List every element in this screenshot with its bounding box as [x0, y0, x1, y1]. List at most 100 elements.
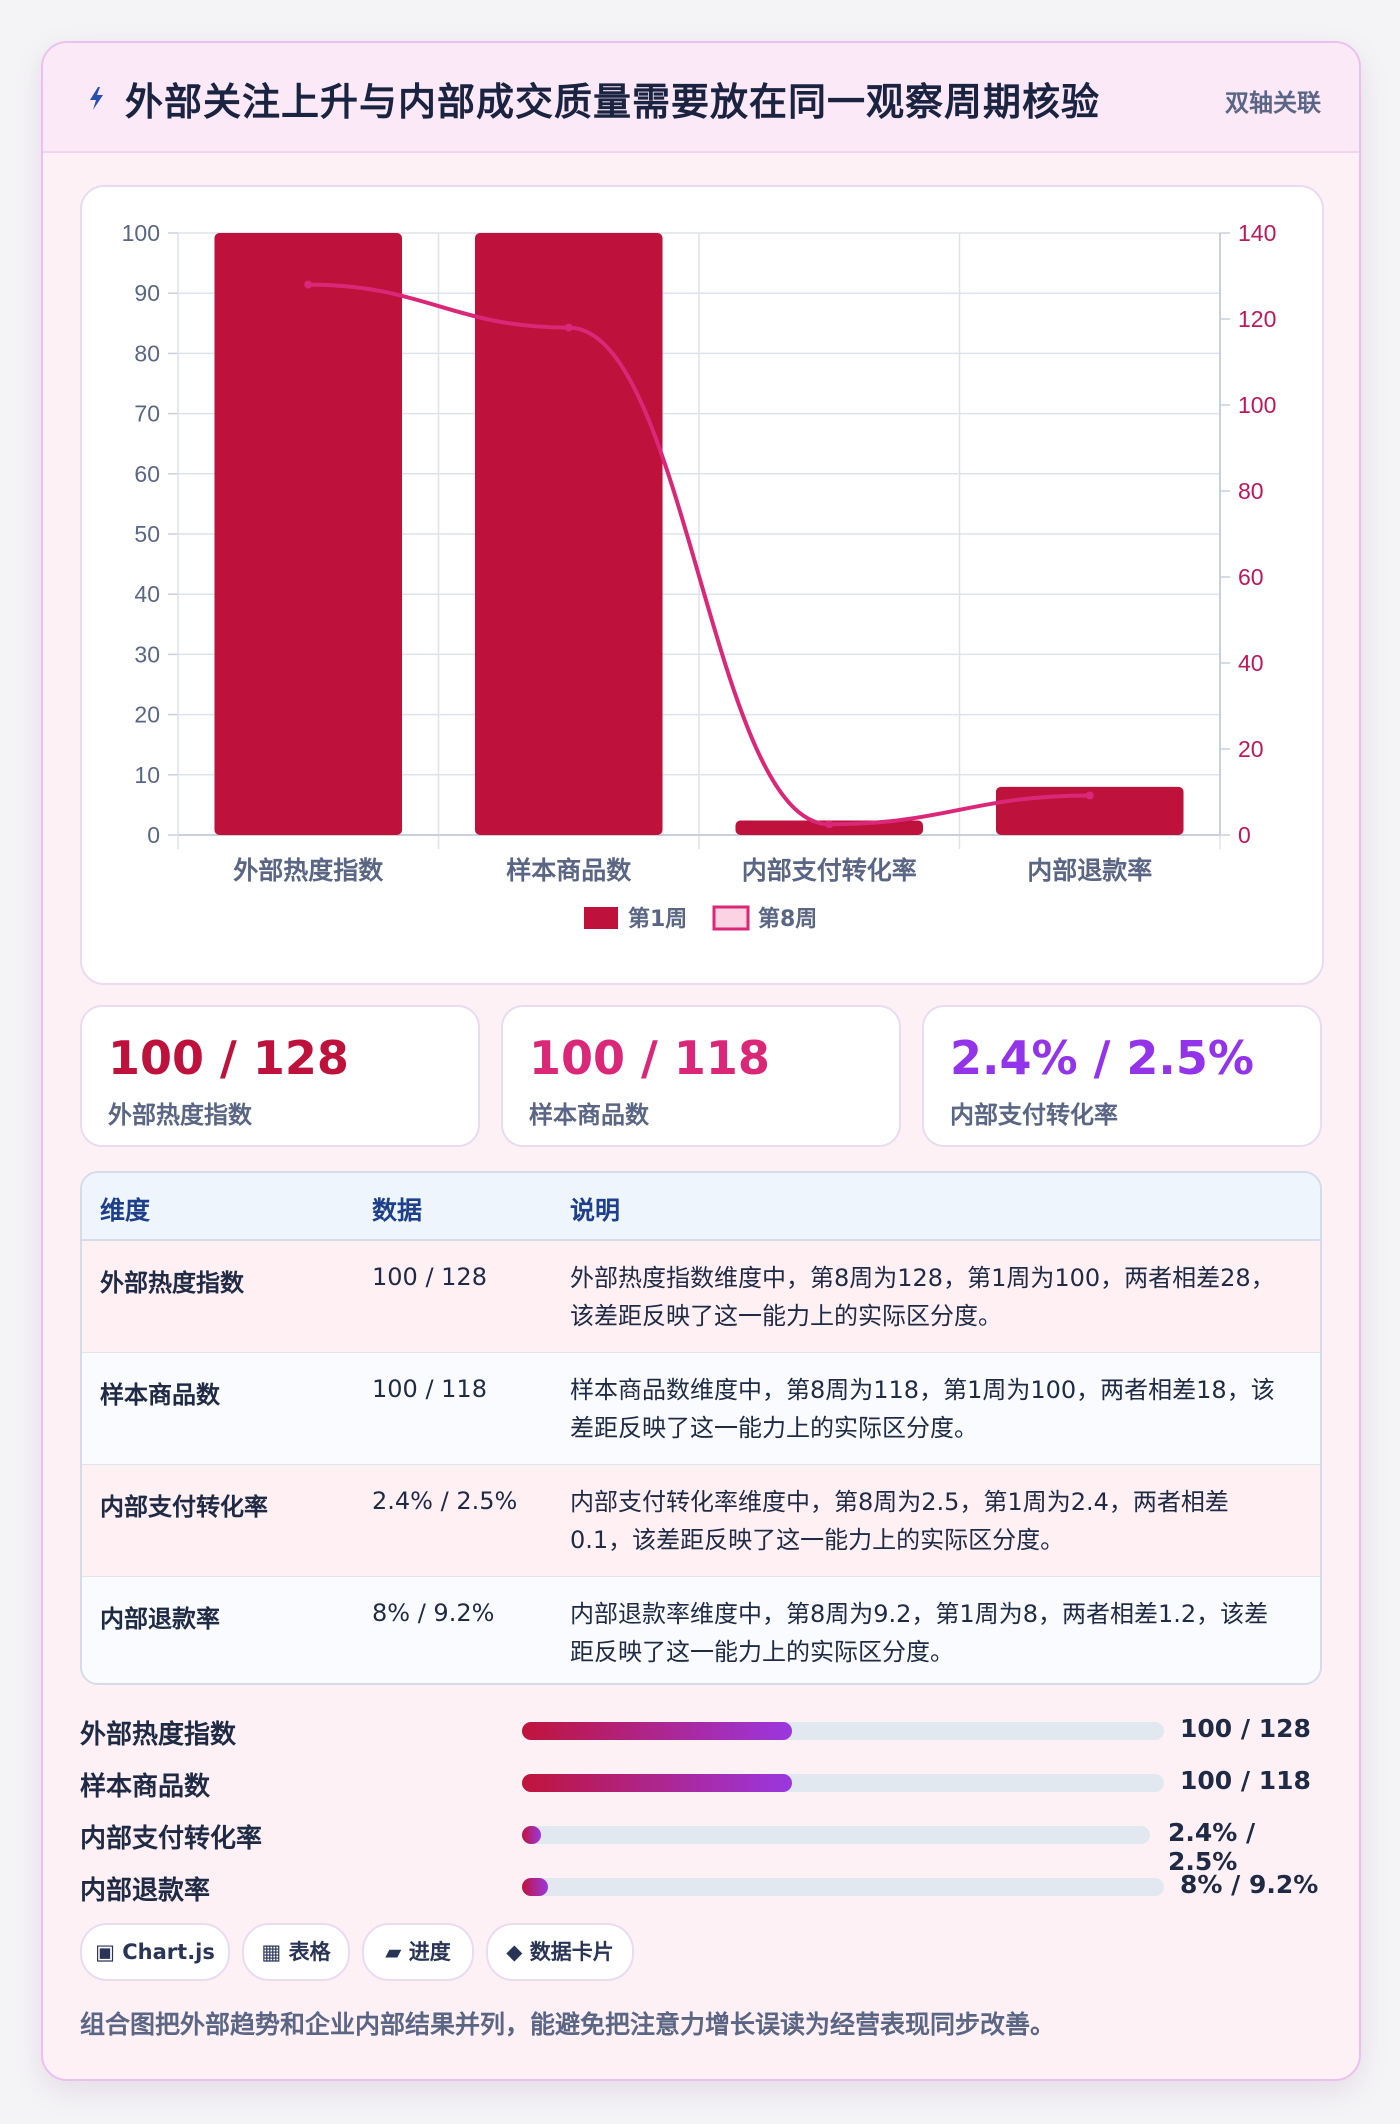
- table-row: 内部支付转化率 2.4% / 2.5% 内部支付转化率维度中，第8周为2.5，第…: [82, 1465, 1320, 1577]
- left-axis-tick-label: 30: [134, 641, 160, 667]
- right-axis-tick-label: 120: [1238, 306, 1276, 332]
- line-point: [825, 820, 834, 829]
- line-point: [304, 280, 313, 289]
- progress-icon: ▰: [385, 1940, 402, 1964]
- progress-fill: [522, 1774, 792, 1792]
- bar: [474, 233, 663, 835]
- left-axis-tick-label: 0: [147, 822, 160, 848]
- cell-dimension: 内部支付转化率: [100, 1493, 268, 1521]
- table-header: 维度 数据 说明: [82, 1173, 1320, 1241]
- right-axis-tick-label: 100: [1238, 392, 1276, 418]
- left-axis-tick-label: 10: [134, 762, 160, 788]
- cell-description: 内部支付转化率维度中，第8周为2.5，第1周为2.4，两者相差0.1，该差距反映…: [570, 1488, 1229, 1554]
- progress-track: [522, 1774, 1164, 1792]
- progress-row: 内部支付转化率 2.4% / 2.5%: [80, 1814, 1330, 1876]
- series-line: [308, 282, 1090, 827]
- progress-label: 内部退款率: [80, 1876, 211, 1906]
- lightning-icon: [90, 87, 103, 110]
- chart-container: 0 10 20 30 40 50 60 70 80 90 100 0 20 40 60 80 100 120 140…: [80, 185, 1324, 985]
- main-card: 外部关注上升与内部成交质量需要放在同一观察周期核验 双轴关联 0 10 20 30 40…: [41, 41, 1361, 2081]
- column-header: 数据: [372, 1196, 423, 1225]
- right-axis-tick-label: 140: [1238, 220, 1276, 246]
- progress-track: [522, 1878, 1164, 1896]
- progress-track: [522, 1826, 1150, 1844]
- stat-label: 内部支付转化率: [950, 1101, 1118, 1129]
- progress-value: 100 / 128: [1180, 1714, 1311, 1743]
- legend-label: 第1周: [628, 906, 687, 932]
- chart-tech-pill[interactable]: ▣ Chart.js: [80, 1923, 230, 1981]
- cell-dimension: 样本商品数: [100, 1381, 220, 1409]
- cell-description: 内部退款率维度中，第8周为9.2，第1周为8，两者相差1.2，该差距反映了这一能…: [570, 1600, 1269, 1666]
- x-axis-category-label: 外部热度指数: [233, 856, 384, 885]
- right-axis-tick-label: 20: [1238, 736, 1264, 762]
- x-axis-category-label: 内部退款率: [1027, 856, 1152, 885]
- table-row: 内部退款率 8% / 9.2% 内部退款率维度中，第8周为9.2，第1周为8，两…: [82, 1577, 1320, 1683]
- stat-label: 样本商品数: [529, 1101, 649, 1129]
- column-header: 说明: [570, 1196, 621, 1225]
- legend-label: 第8周: [758, 906, 817, 932]
- progress-label: 样本商品数: [80, 1772, 211, 1802]
- left-axis-tick-label: 70: [134, 401, 160, 427]
- stat-value: 2.4% / 2.5%: [950, 1031, 1254, 1085]
- page-title: 外部关注上升与内部成交质量需要放在同一观察周期核验: [125, 80, 1101, 124]
- progress-fill: [522, 1722, 792, 1740]
- cell-description: 外部热度指数维度中，第8周为128，第1周为100，两者相差28，该差距反映了这…: [570, 1264, 1275, 1330]
- progress-label: 外部热度指数: [80, 1720, 237, 1750]
- pill-label: Chart.js: [122, 1940, 215, 1964]
- table-row: 外部热度指数 100 / 128 外部热度指数维度中，第8周为128，第1周为1…: [82, 1241, 1320, 1353]
- data-table: 维度 数据 说明 外部热度指数 100 / 128 外部热度指数维度中，第8周为…: [80, 1171, 1322, 1685]
- cell-description: 样本商品数维度中，第8周为118，第1周为100，两者相差18，该差距反映了这一…: [570, 1376, 1275, 1442]
- right-axis-tick-label: 80: [1238, 478, 1264, 504]
- stat-card: 2.4% / 2.5% 内部支付转化率: [922, 1005, 1322, 1147]
- chart-type-tag: 双轴关联: [1225, 89, 1321, 117]
- bar: [214, 233, 403, 835]
- pill-label: 进度: [408, 1940, 451, 1964]
- left-axis-tick-label: 50: [134, 521, 160, 547]
- cell-data: 8% / 9.2%: [372, 1599, 495, 1627]
- left-axis-tick-label: 90: [134, 280, 160, 306]
- progress-value: 100 / 118: [1180, 1766, 1311, 1795]
- left-axis-tick-label: 40: [134, 581, 160, 607]
- stat-card: 100 / 128 外部热度指数: [80, 1005, 480, 1147]
- progress-track: [522, 1722, 1164, 1740]
- left-axis-tick-label: 100: [122, 220, 160, 246]
- table-row: 样本商品数 100 / 118 样本商品数维度中，第8周为118，第1周为100…: [82, 1353, 1320, 1465]
- data-card-pill[interactable]: ◆ 数据卡片: [486, 1923, 634, 1981]
- cell-data: 100 / 128: [372, 1263, 487, 1291]
- left-axis-tick-label: 60: [134, 461, 160, 487]
- card-header: 外部关注上升与内部成交质量需要放在同一观察周期核验 双轴关联: [43, 43, 1359, 153]
- progress-value: 8% / 9.2%: [1180, 1870, 1319, 1899]
- cell-dimension: 外部热度指数: [100, 1269, 244, 1297]
- combo-chart: 0 10 20 30 40 50 60 70 80 90 100 0 20 40 60 80 100 120 140…: [122, 220, 1277, 932]
- progress-row: 外部热度指数 100 / 128: [80, 1710, 1330, 1750]
- stat-value: 100 / 128: [108, 1031, 349, 1085]
- progress-value: 2.4% / 2.5%: [1168, 1818, 1256, 1876]
- right-axis-tick-label: 40: [1238, 650, 1264, 676]
- table-pill[interactable]: ▦ 表格: [242, 1923, 350, 1981]
- stat-value: 100 / 118: [529, 1031, 770, 1085]
- progress-pill[interactable]: ▰ 进度: [362, 1923, 474, 1981]
- progress-row: 内部退款率 8% / 9.2%: [80, 1866, 1330, 1906]
- pill-label: 数据卡片: [529, 1940, 614, 1964]
- stat-label: 外部热度指数: [108, 1101, 252, 1129]
- right-axis-tick-label: 60: [1238, 564, 1264, 590]
- x-axis-category-label: 样本商品数: [506, 856, 632, 885]
- column-header: 维度: [100, 1196, 151, 1225]
- progress-label: 内部支付转化率: [80, 1824, 263, 1854]
- line-point: [564, 323, 573, 332]
- chart-icon: ▣: [95, 1940, 115, 1964]
- progress-fill: [522, 1878, 548, 1896]
- legend-swatch-bar: [584, 907, 618, 929]
- left-axis-tick-label: 80: [134, 340, 160, 366]
- cell-data: 2.4% / 2.5%: [372, 1487, 518, 1515]
- stat-card: 100 / 118 样本商品数: [501, 1005, 901, 1147]
- right-axis-tick-label: 0: [1238, 822, 1251, 848]
- cell-data: 100 / 118: [372, 1375, 487, 1403]
- legend-swatch-line: [712, 905, 750, 931]
- left-axis-tick-label: 20: [134, 702, 160, 728]
- pill-label: 表格: [288, 1940, 331, 1964]
- cell-dimension: 内部退款率: [100, 1605, 220, 1633]
- table-icon: ▦: [261, 1940, 282, 1964]
- x-axis-category-label: 内部支付转化率: [742, 856, 917, 885]
- line-point: [1085, 791, 1094, 800]
